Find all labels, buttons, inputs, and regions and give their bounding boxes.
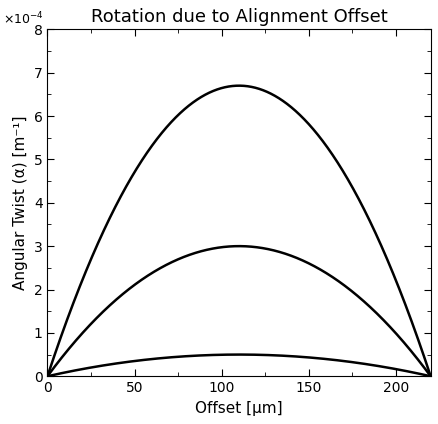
Y-axis label: Angular Twist (α) [m⁻¹]: Angular Twist (α) [m⁻¹]	[13, 115, 28, 290]
Title: Rotation due to Alignment Offset: Rotation due to Alignment Offset	[91, 8, 387, 26]
X-axis label: Offset [μm]: Offset [μm]	[195, 401, 282, 416]
Text: $\times 10^{-4}$: $\times 10^{-4}$	[4, 11, 44, 28]
